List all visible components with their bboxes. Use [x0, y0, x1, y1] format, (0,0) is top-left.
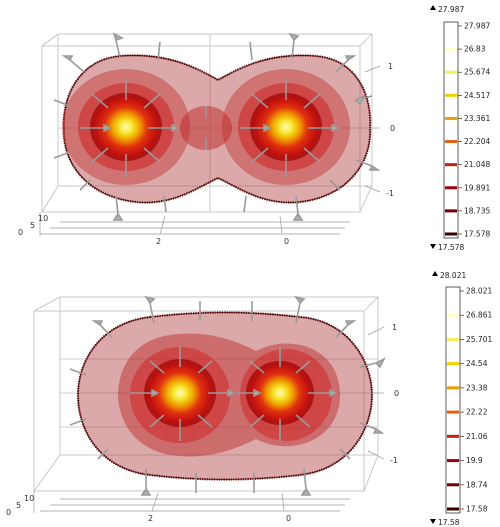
colorbar-swatch: [445, 209, 457, 213]
colorbar-tick-label: 25.674: [464, 68, 490, 77]
colorbar-top: 27.987 26.83 25.674 24.517 23.361 22.204 21.04…: [430, 5, 490, 252]
axis-label-right-0: 0: [394, 389, 399, 398]
colorbar-swatch: [445, 116, 457, 120]
axis-label-depth-5: 5: [16, 501, 21, 510]
colorbar-swatch: [445, 24, 457, 28]
colorbar-swatch: [447, 289, 459, 293]
axis-label-right-m1: -1: [386, 189, 394, 198]
colorbar-tick-label: 24.517: [464, 91, 490, 100]
colorbar-swatch: [445, 70, 457, 74]
colorbar-swatch: [447, 313, 459, 317]
isosurface-plot-top: 1 0 -1 2 0 0 5 10 27.987 26.83 25.674 24.51…: [18, 5, 490, 252]
colorbar-tick-label: 17.578: [464, 230, 490, 239]
colorbar-swatch: [447, 362, 459, 366]
axis-label-depth-0: 0: [6, 508, 11, 517]
colorbar-min-label: 17.58: [438, 518, 460, 527]
colorbar-tick-label: 22.22: [466, 408, 488, 417]
colorbar-bottom: 28.021 26.861 25.701 24.54 23.38 22.22 21.06 19…: [430, 271, 492, 527]
colorbar-tick-label: 19.891: [464, 183, 490, 192]
axis-label-right-m1: -1: [390, 456, 398, 465]
axis-label-depth-0: 0: [18, 228, 23, 237]
axis-label-bottom-0: 0: [286, 514, 291, 523]
colorbar-tick-label: 26.83: [464, 45, 486, 54]
colorbar-tick-label: 28.021: [466, 287, 492, 296]
colorbar-swatch: [445, 47, 457, 51]
axis-label-right-0: 0: [390, 124, 395, 133]
axis-label-bottom-2: 2: [156, 237, 161, 246]
colorbar-tick-label: 21.048: [464, 160, 490, 169]
colorbar-tick-label: 23.361: [464, 114, 490, 123]
axes-top: [39, 65, 381, 236]
colorbar-tick-label: 27.987: [464, 22, 490, 31]
isosurface-plot-bottom: 1 0 -1 2 0 0 5 10 28.021 26.861 25.701 24.5…: [6, 271, 492, 527]
axes-bottom: [33, 326, 385, 513]
plot-panel-top: 1 0 -1 2 0 0 5 10 27.987 26.83 25.674 24.51…: [0, 0, 500, 263]
colorbar-swatch: [445, 140, 457, 144]
colorbar-swatch: [445, 93, 457, 97]
colorbar-min-label: 17.578: [438, 243, 464, 252]
plot-panel-bottom: 1 0 -1 2 0 0 5 10 28.021 26.861 25.701 24.5…: [0, 263, 500, 527]
axis-label-bottom-2: 2: [148, 514, 153, 523]
colorbar-swatch: [447, 386, 459, 390]
axis-label-right-1: 1: [392, 323, 397, 332]
axis-label-bottom-0: 0: [284, 237, 289, 246]
colorbar-swatch: [447, 434, 459, 438]
colorbar-tick-label: 18.74: [466, 480, 488, 489]
axis-label-depth-5: 5: [30, 221, 35, 230]
colorbar-tick-label: 17.58: [466, 505, 488, 514]
inner-isosurface-right: [222, 69, 350, 185]
colorbar-swatch: [445, 186, 457, 190]
min-marker-icon: [430, 519, 436, 524]
field-arrows: [69, 295, 386, 496]
colorbar-tick-label: 25.701: [466, 335, 492, 344]
colorbar-tick-label: 19.9: [466, 456, 483, 465]
field-arrows: [53, 32, 381, 221]
axis-label-depth-10: 10: [24, 494, 34, 503]
min-marker-icon: [430, 244, 436, 249]
colorbar-swatch: [447, 459, 459, 463]
colorbar-swatch: [447, 483, 459, 487]
colorbar-tick-label: 23.38: [466, 383, 488, 392]
colorbar-max-label: 27.987: [438, 5, 464, 14]
axis-label-depth-10: 10: [38, 214, 48, 223]
hot-core-right: [246, 361, 314, 425]
colorbar-swatch: [447, 507, 459, 511]
colorbar-swatch: [447, 337, 459, 341]
max-marker-icon: [430, 5, 436, 10]
colorbar-tick-label: 22.204: [464, 137, 490, 146]
colorbar-tick-label: 21.06: [466, 432, 488, 441]
neck-region: [180, 106, 232, 150]
hot-core-left: [144, 359, 216, 427]
colorbar-tick-label: 26.861: [466, 311, 492, 320]
colorbar-tick-label: 24.54: [466, 359, 488, 368]
colorbar-swatch: [445, 232, 457, 236]
colorbar-max-label: 28.021: [440, 271, 466, 280]
colorbar-swatch: [445, 163, 457, 167]
max-marker-icon: [432, 271, 438, 276]
inner-isosurface-left: [62, 69, 190, 185]
axis-label-right-1: 1: [388, 62, 393, 71]
colorbar-swatch: [447, 410, 459, 414]
colorbar-tick-label: 18.735: [464, 206, 490, 215]
